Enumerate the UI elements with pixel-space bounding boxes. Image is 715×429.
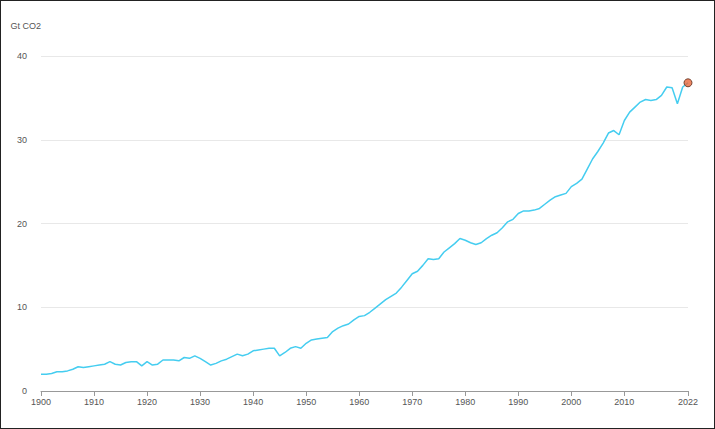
svg-text:1950: 1950 <box>296 397 316 407</box>
svg-text:2000: 2000 <box>561 397 581 407</box>
svg-text:1960: 1960 <box>349 397 369 407</box>
svg-text:10: 10 <box>17 302 27 312</box>
svg-text:1910: 1910 <box>84 397 104 407</box>
svg-text:30: 30 <box>17 135 27 145</box>
svg-text:1970: 1970 <box>402 397 422 407</box>
svg-text:1980: 1980 <box>455 397 475 407</box>
svg-text:1940: 1940 <box>243 397 263 407</box>
svg-text:1900: 1900 <box>31 397 51 407</box>
svg-text:1920: 1920 <box>137 397 157 407</box>
svg-text:Gt CO2: Gt CO2 <box>10 21 41 31</box>
svg-text:20: 20 <box>17 219 27 229</box>
svg-text:40: 40 <box>17 51 27 61</box>
svg-text:2010: 2010 <box>614 397 634 407</box>
svg-text:1990: 1990 <box>508 397 528 407</box>
svg-text:2022: 2022 <box>678 397 698 407</box>
svg-text:0: 0 <box>22 386 27 396</box>
svg-text:1930: 1930 <box>190 397 210 407</box>
